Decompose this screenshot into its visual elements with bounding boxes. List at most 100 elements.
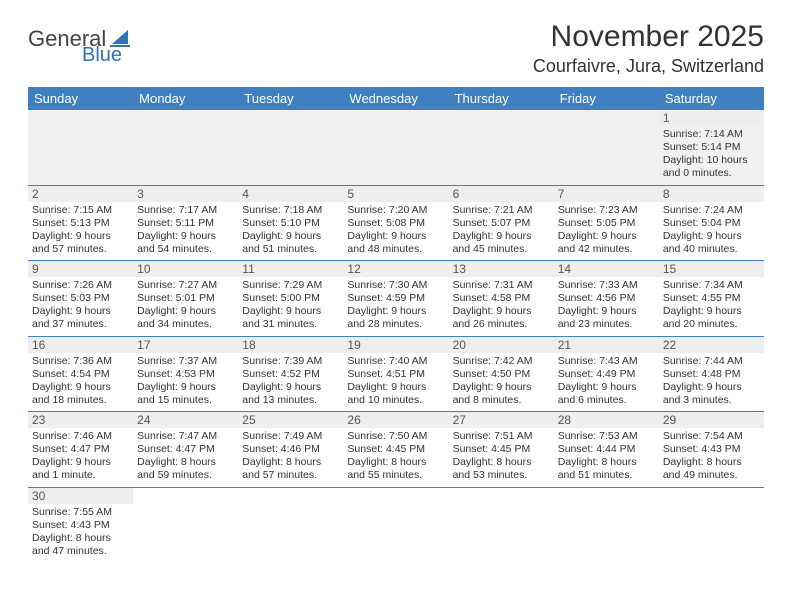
day-info: Sunrise: 7:51 AMSunset: 4:45 PMDaylight:…: [453, 430, 550, 483]
sunset-line: Sunset: 4:48 PM: [663, 368, 760, 381]
calendar-cell: 12Sunrise: 7:30 AMSunset: 4:59 PMDayligh…: [343, 261, 448, 337]
day-number: 3: [133, 186, 238, 202]
day-info: Sunrise: 7:55 AMSunset: 4:43 PMDaylight:…: [32, 506, 129, 559]
day-info: Sunrise: 7:33 AMSunset: 4:56 PMDaylight:…: [558, 279, 655, 332]
day-number: 4: [238, 186, 343, 202]
calendar-cell: 10Sunrise: 7:27 AMSunset: 5:01 PMDayligh…: [133, 261, 238, 337]
daylight-line: Daylight: 9 hours and 51 minutes.: [242, 230, 339, 256]
sunrise-line: Sunrise: 7:40 AM: [347, 355, 444, 368]
daylight-line: Daylight: 9 hours and 13 minutes.: [242, 381, 339, 407]
day-info: Sunrise: 7:26 AMSunset: 5:03 PMDaylight:…: [32, 279, 129, 332]
day-info: Sunrise: 7:29 AMSunset: 5:00 PMDaylight:…: [242, 279, 339, 332]
day-info: Sunrise: 7:18 AMSunset: 5:10 PMDaylight:…: [242, 204, 339, 257]
day-info: Sunrise: 7:17 AMSunset: 5:11 PMDaylight:…: [137, 204, 234, 257]
calendar-cell: 3 Sunrise: 7:17 AMSunset: 5:11 PMDaylight…: [133, 185, 238, 261]
day-number: 19: [343, 337, 448, 353]
daylight-line: Daylight: 9 hours and 26 minutes.: [453, 305, 550, 331]
day-info: Sunrise: 7:53 AMSunset: 4:44 PMDaylight:…: [558, 430, 655, 483]
calendar-cell: [343, 110, 448, 185]
day-number: 2: [28, 186, 133, 202]
day-number: 22: [659, 337, 764, 353]
sunset-line: Sunset: 4:47 PM: [137, 443, 234, 456]
location: Courfaivre, Jura, Switzerland: [533, 56, 764, 77]
day-info: Sunrise: 7:27 AMSunset: 5:01 PMDaylight:…: [137, 279, 234, 332]
sunrise-line: Sunrise: 7:51 AM: [453, 430, 550, 443]
sunset-line: Sunset: 4:46 PM: [242, 443, 339, 456]
sunrise-line: Sunrise: 7:44 AM: [663, 355, 760, 368]
day-number: 7: [554, 186, 659, 202]
sunrise-line: Sunrise: 7:42 AM: [453, 355, 550, 368]
sunrise-line: Sunrise: 7:46 AM: [32, 430, 129, 443]
sunrise-line: Sunrise: 7:36 AM: [32, 355, 129, 368]
calendar-cell: 5Sunrise: 7:20 AMSunset: 5:08 PMDaylight…: [343, 185, 448, 261]
sunrise-line: Sunrise: 7:39 AM: [242, 355, 339, 368]
day-number: 8: [659, 186, 764, 202]
calendar-row: 2Sunrise: 7:15 AMSunset: 5:13 PMDaylight…: [28, 185, 764, 261]
sunrise-line: Sunrise: 7:55 AM: [32, 506, 129, 519]
calendar-cell: 8 Sunrise: 7:24 AMSunset: 5:04 PMDaylight…: [659, 185, 764, 261]
day-info: Sunrise: 7:39 AMSunset: 4:52 PMDaylight:…: [242, 355, 339, 408]
sunset-line: Sunset: 5:13 PM: [32, 217, 129, 230]
sunset-line: Sunset: 4:50 PM: [453, 368, 550, 381]
day-number: 27: [449, 412, 554, 428]
calendar-cell: [449, 487, 554, 562]
sunset-line: Sunset: 4:47 PM: [32, 443, 129, 456]
sunrise-line: Sunrise: 7:23 AM: [558, 204, 655, 217]
calendar-cell: 26Sunrise: 7:50 AMSunset: 4:45 PMDayligh…: [343, 412, 448, 488]
daylight-line: Daylight: 9 hours and 1 minute.: [32, 456, 129, 482]
sunrise-line: Sunrise: 7:15 AM: [32, 204, 129, 217]
day-info: Sunrise: 7:24 AMSunset: 5:04 PMDaylight:…: [663, 204, 760, 257]
daylight-line: Daylight: 9 hours and 15 minutes.: [137, 381, 234, 407]
sunset-line: Sunset: 4:59 PM: [347, 292, 444, 305]
daylight-line: Daylight: 9 hours and 57 minutes.: [32, 230, 129, 256]
sunrise-line: Sunrise: 7:33 AM: [558, 279, 655, 292]
calendar-cell: 15Sunrise: 7:34 AMSunset: 4:55 PMDayligh…: [659, 261, 764, 337]
sunrise-line: Sunrise: 7:18 AM: [242, 204, 339, 217]
sunset-line: Sunset: 4:45 PM: [347, 443, 444, 456]
sunset-line: Sunset: 5:11 PM: [137, 217, 234, 230]
calendar-cell: [28, 110, 133, 185]
calendar-cell: 2 Sunrise: 7:15 AMSunset: 5:13 PMDaylight…: [28, 185, 133, 261]
daylight-line: Daylight: 9 hours and 37 minutes.: [32, 305, 129, 331]
weekday-header: Saturday: [659, 87, 764, 110]
sunset-line: Sunset: 4:56 PM: [558, 292, 655, 305]
sunrise-line: Sunrise: 7:24 AM: [663, 204, 760, 217]
calendar-cell: [238, 110, 343, 185]
day-number: 30: [28, 488, 133, 504]
sunrise-line: Sunrise: 7:20 AM: [347, 204, 444, 217]
sunset-line: Sunset: 4:58 PM: [453, 292, 550, 305]
sunrise-line: Sunrise: 7:50 AM: [347, 430, 444, 443]
daylight-line: Daylight: 8 hours and 53 minutes.: [453, 456, 550, 482]
day-info: Sunrise: 7:46 AMSunset: 4:47 PMDaylight:…: [32, 430, 129, 483]
daylight-line: Daylight: 8 hours and 55 minutes.: [347, 456, 444, 482]
sunrise-line: Sunrise: 7:54 AM: [663, 430, 760, 443]
day-number: 29: [659, 412, 764, 428]
day-info: Sunrise: 7:54 AMSunset: 4:43 PMDaylight:…: [663, 430, 760, 483]
sunrise-line: Sunrise: 7:27 AM: [137, 279, 234, 292]
daylight-line: Daylight: 9 hours and 8 minutes.: [453, 381, 550, 407]
daylight-line: Daylight: 8 hours and 51 minutes.: [558, 456, 655, 482]
sunset-line: Sunset: 5:01 PM: [137, 292, 234, 305]
calendar-row: 23Sunrise: 7:46 AMSunset: 4:47 PMDayligh…: [28, 412, 764, 488]
sunset-line: Sunset: 4:54 PM: [32, 368, 129, 381]
sunset-line: Sunset: 5:03 PM: [32, 292, 129, 305]
weekday-header: Wednesday: [343, 87, 448, 110]
calendar-cell: 14Sunrise: 7:33 AMSunset: 4:56 PMDayligh…: [554, 261, 659, 337]
calendar-cell: [343, 487, 448, 562]
sunrise-line: Sunrise: 7:17 AM: [137, 204, 234, 217]
day-info: Sunrise: 7:44 AMSunset: 4:48 PMDaylight:…: [663, 355, 760, 408]
daylight-line: Daylight: 9 hours and 31 minutes.: [242, 305, 339, 331]
day-number: 18: [238, 337, 343, 353]
sunset-line: Sunset: 4:49 PM: [558, 368, 655, 381]
header: General Blue November 2025 Courfaivre, J…: [28, 20, 764, 77]
sunset-line: Sunset: 5:08 PM: [347, 217, 444, 230]
calendar-cell: [449, 110, 554, 185]
sunrise-line: Sunrise: 7:26 AM: [32, 279, 129, 292]
sunset-line: Sunset: 5:14 PM: [663, 141, 760, 154]
calendar-row: 1Sunrise: 7:14 AMSunset: 5:14 PMDaylight…: [28, 110, 764, 185]
day-info: Sunrise: 7:43 AMSunset: 4:49 PMDaylight:…: [558, 355, 655, 408]
sunrise-line: Sunrise: 7:37 AM: [137, 355, 234, 368]
weekday-header-row: Sunday Monday Tuesday Wednesday Thursday…: [28, 87, 764, 110]
sunset-line: Sunset: 5:04 PM: [663, 217, 760, 230]
sunset-line: Sunset: 4:43 PM: [32, 519, 129, 532]
